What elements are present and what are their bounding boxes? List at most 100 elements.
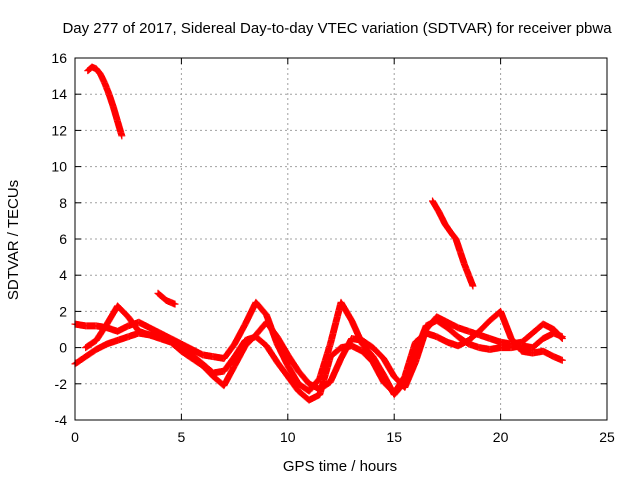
trace-markers	[89, 64, 99, 72]
data-point	[118, 132, 126, 140]
trace-markers	[519, 330, 536, 345]
x-tick-label: 5	[178, 429, 186, 445]
trace-markers	[168, 299, 178, 308]
x-tick-label: 15	[386, 429, 402, 445]
trace-markers	[370, 345, 387, 362]
axis-ticks	[74, 57, 608, 421]
trace-markers	[429, 198, 442, 215]
trace-markers	[274, 334, 291, 358]
x-tick-label: 10	[280, 429, 296, 445]
y-tick-label: 10	[51, 159, 67, 175]
trace-markers	[401, 339, 419, 379]
trace-markers	[164, 297, 174, 306]
trace-markers	[295, 388, 312, 403]
trace-markers	[448, 230, 459, 242]
trace-markers	[284, 363, 302, 387]
data-point	[558, 356, 566, 364]
trace-markers	[231, 321, 249, 347]
series-arc-1	[71, 298, 566, 399]
trace-markers	[295, 368, 312, 387]
data-points	[71, 63, 566, 404]
y-tick-label: 2	[59, 303, 67, 319]
trace-markers	[253, 299, 270, 318]
y-tick-label: 0	[59, 340, 67, 356]
trace-markers	[412, 327, 430, 365]
y-tick-labels: -4 -2 0 2 4 6 8 10 12 14 16	[51, 50, 67, 428]
trace-markers	[155, 290, 165, 300]
trace-markers	[221, 354, 238, 374]
trace-markers	[476, 317, 493, 334]
y-tick-label: 6	[59, 231, 67, 247]
trace-markers	[442, 222, 455, 237]
trace-markers	[110, 104, 121, 124]
y-tick-label: 14	[51, 86, 67, 102]
x-tick-label: 20	[493, 429, 509, 445]
data-point	[469, 282, 477, 290]
trace-markers	[114, 119, 125, 139]
trace-markers	[274, 341, 291, 369]
trace-markers	[263, 343, 280, 365]
data-point	[558, 335, 566, 343]
x-tick-label: 25	[599, 429, 615, 445]
trace-markers	[178, 344, 195, 358]
trace-markers	[263, 319, 280, 340]
trace-markers	[83, 346, 99, 360]
trace-markers	[178, 348, 195, 362]
series-high-early	[84, 63, 126, 140]
trace-markers	[457, 249, 468, 267]
y-tick-label: 16	[51, 50, 67, 66]
trace-markers	[359, 348, 376, 365]
y-tick-label: 12	[51, 122, 67, 138]
trace-markers	[242, 332, 259, 349]
x-tick-labels: 0 5 10 15 20 25	[71, 429, 615, 445]
trace-markers	[159, 294, 170, 304]
trace-markers	[423, 314, 440, 333]
series-high-late	[429, 197, 477, 290]
trace-markers	[72, 353, 89, 367]
trace-markers	[105, 91, 117, 110]
trace-markers	[274, 359, 291, 380]
trace-markers	[497, 309, 515, 341]
trace-markers	[327, 356, 344, 385]
trace-markers	[316, 341, 334, 381]
trace-markers	[529, 321, 546, 336]
trace-markers	[285, 374, 302, 394]
trace-markers	[200, 363, 216, 380]
chart-title: Day 277 of 2017, Sidereal Day-to-day VTE…	[62, 20, 612, 37]
trace-markers	[317, 379, 333, 393]
data-point	[171, 300, 179, 308]
trace-markers	[380, 356, 398, 379]
series-segment-4	[154, 289, 179, 308]
y-tick-label: 8	[59, 195, 67, 211]
trace-markers	[370, 359, 387, 385]
trace-markers	[221, 341, 238, 361]
trace-markers	[434, 317, 450, 331]
trace-markers	[327, 300, 345, 347]
trace-markers	[359, 341, 376, 360]
trace-markers	[93, 66, 104, 77]
trace-markers	[551, 326, 565, 342]
trace-markers	[114, 303, 131, 320]
y-tick-label: -2	[55, 376, 68, 392]
x-tick-label: 0	[71, 429, 79, 445]
trace-markers	[401, 359, 419, 390]
trace-markers	[285, 352, 302, 374]
series-arc-3	[82, 302, 566, 393]
trace-markers	[435, 209, 449, 227]
trace-markers	[83, 337, 99, 351]
trace-markers	[359, 337, 376, 351]
trace-markers	[529, 335, 546, 351]
trace-markers	[444, 325, 461, 340]
trace-markers	[221, 363, 238, 389]
x-axis-label: GPS time / hours	[283, 458, 397, 475]
trace-markers	[231, 343, 249, 369]
trace-markers	[168, 339, 184, 354]
trace-markers	[125, 314, 142, 334]
trace-markers	[338, 336, 355, 361]
trace-markers	[93, 321, 110, 343]
y-tick-label: 4	[59, 267, 67, 283]
trace-markers	[189, 355, 206, 369]
trace-markers	[338, 299, 355, 323]
y-axis-label: SDTVAR / TECUs	[5, 180, 22, 300]
